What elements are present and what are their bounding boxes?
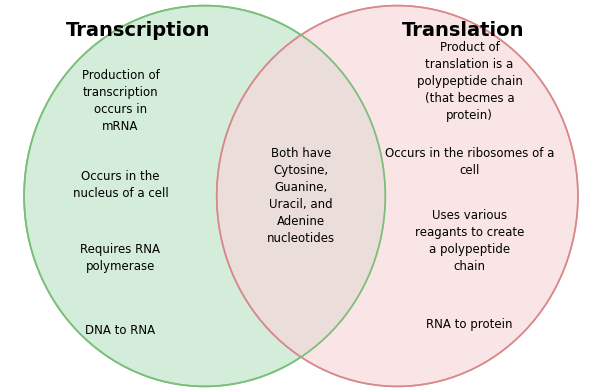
- Text: Transcription: Transcription: [66, 21, 211, 40]
- Text: Translation: Translation: [402, 21, 525, 40]
- Ellipse shape: [217, 5, 578, 387]
- Text: Both have
Cytosine,
Guanine,
Uracil, and
Adenine
nucleotides: Both have Cytosine, Guanine, Uracil, and…: [267, 147, 335, 245]
- Text: DNA to RNA: DNA to RNA: [85, 324, 155, 337]
- Text: Production of
transcription
occurs in
mRNA: Production of transcription occurs in mR…: [81, 69, 160, 133]
- Text: Occurs in the
nucleus of a cell: Occurs in the nucleus of a cell: [72, 170, 169, 200]
- Text: Product of
translation is a
polypeptide chain
(that becmes a
protein): Product of translation is a polypeptide …: [417, 41, 523, 122]
- Text: Requires RNA
polymerase: Requires RNA polymerase: [81, 243, 160, 272]
- Ellipse shape: [24, 5, 385, 387]
- Text: Occurs in the ribosomes of a
cell: Occurs in the ribosomes of a cell: [385, 147, 554, 178]
- Text: RNA to protein: RNA to protein: [426, 318, 513, 331]
- Text: Uses various
reagants to create
a polypeptide
chain: Uses various reagants to create a polype…: [415, 209, 524, 273]
